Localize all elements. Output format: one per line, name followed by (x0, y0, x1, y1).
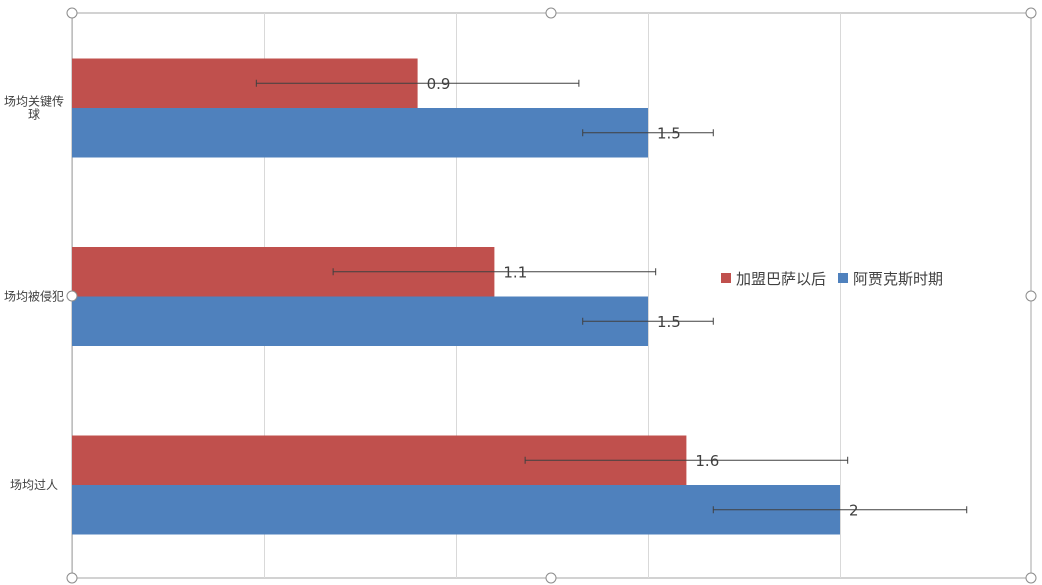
legend: 加盟巴萨以后 阿贾克斯时期 (721, 270, 943, 288)
legend-swatch (721, 273, 731, 283)
resize-handle[interactable] (66, 290, 78, 302)
data-label: 1.5 (657, 313, 681, 331)
data-labels: 0.9 1.5 1.1 1.5 1.6 2 (427, 75, 859, 520)
legend-label: 加盟巴萨以后 (736, 270, 826, 288)
error-bars (255, 79, 968, 514)
category-label: 场均关键传球 (4, 94, 64, 122)
error-bar (712, 506, 968, 514)
resize-handle[interactable] (66, 7, 78, 19)
bar[interactable] (72, 485, 840, 535)
resize-handle[interactable] (545, 7, 557, 19)
resize-handle[interactable] (545, 572, 557, 584)
legend-swatch (838, 273, 848, 283)
bar[interactable] (72, 108, 648, 158)
data-label: 2 (849, 501, 859, 519)
data-label: 0.9 (427, 75, 451, 93)
resize-handle[interactable] (1025, 7, 1037, 19)
error-bar (582, 129, 714, 137)
selection-handles[interactable] (66, 7, 1037, 584)
error-bar (332, 268, 657, 276)
category-label: 场均被侵犯 (4, 289, 64, 304)
resize-handle[interactable] (1025, 572, 1037, 584)
data-label: 1.6 (695, 452, 719, 470)
data-label: 1.1 (503, 263, 527, 281)
error-bar (582, 317, 714, 325)
error-bar (255, 79, 580, 87)
legend-item[interactable]: 阿贾克斯时期 (838, 270, 943, 288)
bar[interactable] (72, 296, 648, 347)
error-bar (524, 456, 849, 464)
data-label: 1.5 (657, 124, 681, 142)
category-label: 场均过人 (10, 478, 58, 492)
resize-handle[interactable] (1025, 290, 1037, 302)
legend-item[interactable]: 加盟巴萨以后 (721, 270, 826, 288)
bars (72, 58, 840, 535)
resize-handle[interactable] (66, 572, 78, 584)
legend-label: 阿贾克斯时期 (853, 270, 943, 288)
